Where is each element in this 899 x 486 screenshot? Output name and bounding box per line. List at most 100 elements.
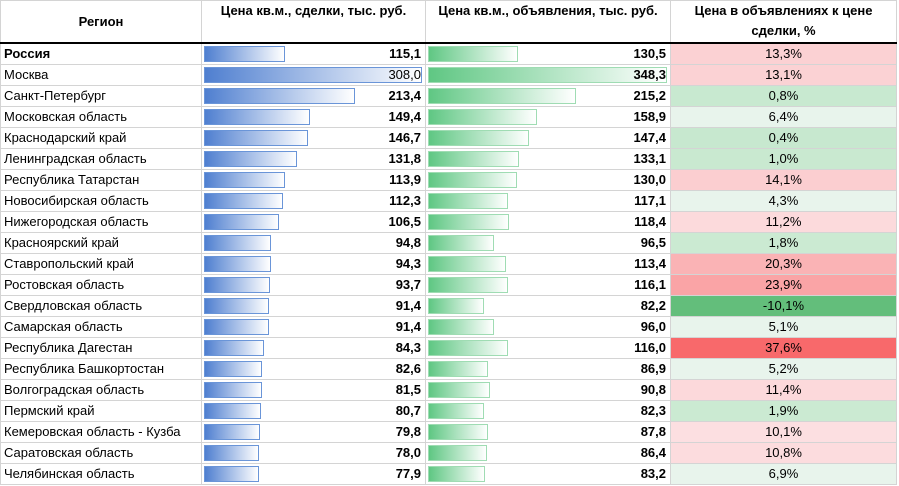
deal-price-bar [204, 256, 271, 272]
ad-price-bar [428, 235, 494, 251]
ad-price-cell: 130,5 [425, 42, 671, 65]
ad-price-cell: 116,1 [425, 274, 671, 296]
deal-price-value: 131,8 [388, 151, 421, 166]
ad-price-bar [428, 214, 509, 230]
table-row: Ленинградская область 131,8 133,1 1,0% [0, 148, 897, 170]
region-name: Москва [0, 64, 202, 86]
ad-price-bar [428, 130, 529, 146]
ad-price-cell: 96,0 [425, 316, 671, 338]
deal-price-value: 79,8 [395, 424, 421, 439]
deal-price-bar [204, 109, 310, 125]
ratio-value: 1,9% [670, 400, 897, 422]
table-row: Свердловская область 91,4 82,2 -10,1% [0, 295, 897, 317]
table-row: Республика Дагестан 84,3 116,0 37,6% [0, 337, 897, 359]
ad-price-cell: 87,8 [425, 421, 671, 443]
region-name: Россия [0, 42, 202, 65]
deal-price-value: 77,9 [395, 466, 421, 481]
table-row: Московская область 149,4 158,9 6,4% [0, 106, 897, 128]
deal-price-value: 80,7 [395, 403, 421, 418]
ad-price-cell: 90,8 [425, 379, 671, 401]
ad-price-value: 82,3 [640, 403, 666, 418]
deal-price-cell: 106,5 [201, 211, 426, 233]
deal-price-value: 91,4 [395, 298, 421, 313]
ad-price-bar [428, 256, 506, 272]
deal-price-value: 113,9 [389, 172, 421, 187]
ad-price-value: 86,9 [640, 361, 666, 376]
ad-price-value: 113,4 [634, 256, 666, 271]
ad-price-value: 96,5 [640, 235, 666, 250]
deal-price-value: 81,5 [395, 382, 421, 397]
ratio-value: 10,1% [670, 421, 897, 443]
region-name: Свердловская область [0, 295, 202, 317]
deal-price-cell: 91,4 [201, 295, 426, 317]
region-name: Республика Дагестан [0, 337, 202, 359]
ad-price-cell: 86,4 [425, 442, 671, 464]
ad-price-bar [428, 193, 508, 209]
ratio-value: 20,3% [670, 253, 897, 275]
deal-price-cell: 213,4 [201, 85, 426, 107]
ad-price-bar [428, 277, 508, 293]
region-name: Красноярский край [0, 232, 202, 254]
ad-price-bar [428, 466, 485, 482]
deal-price-cell: 149,4 [201, 106, 426, 128]
deal-price-cell: 93,7 [201, 274, 426, 296]
ad-price-value: 158,9 [633, 109, 666, 124]
ad-price-bar [428, 424, 488, 440]
ad-price-value: 147,4 [633, 130, 666, 145]
deal-price-bar [204, 151, 297, 167]
ad-price-value: 117,1 [634, 193, 666, 208]
header-row: Регион Цена кв.м., сделки, тыс. руб. Цен… [0, 0, 897, 44]
ad-price-value: 116,0 [634, 340, 666, 355]
region-name: Краснодарский край [0, 127, 202, 149]
table-row: Ростовская область 93,7 116,1 23,9% [0, 274, 897, 296]
deal-price-bar [204, 46, 285, 62]
deal-price-cell: 80,7 [201, 400, 426, 422]
deal-price-cell: 78,0 [201, 442, 426, 464]
ratio-value: 5,2% [670, 358, 897, 380]
table-row: Санкт-Петербург 213,4 215,2 0,8% [0, 85, 897, 107]
table-row: Самарская область 91,4 96,0 5,1% [0, 316, 897, 338]
deal-price-value: 213,4 [388, 88, 421, 103]
deal-price-value: 93,7 [395, 277, 421, 292]
ratio-value: 6,9% [670, 463, 897, 485]
table-row: Кемеровская область - Кузба 79,8 87,8 10,1% [0, 421, 897, 443]
ad-price-cell: 118,4 [425, 211, 671, 233]
ad-price-value: 130,5 [633, 46, 666, 61]
region-name: Ростовская область [0, 274, 202, 296]
region-name: Пермский край [0, 400, 202, 422]
region-name: Ставропольский край [0, 253, 202, 275]
deal-price-bar [204, 361, 262, 377]
deal-price-bar [204, 319, 269, 335]
deal-price-cell: 112,3 [201, 190, 426, 212]
table-row: Волгоградская область 81,5 90,8 11,4% [0, 379, 897, 401]
ratio-value: -10,1% [670, 295, 897, 317]
region-name: Республика Татарстан [0, 169, 202, 191]
ad-price-bar [428, 382, 490, 398]
ad-price-bar [428, 172, 517, 188]
ratio-value: 0,4% [670, 127, 897, 149]
ratio-value: 11,4% [670, 379, 897, 401]
deal-price-value: 106,5 [388, 214, 421, 229]
ratio-value: 1,8% [670, 232, 897, 254]
ad-price-cell: 158,9 [425, 106, 671, 128]
ad-price-cell: 117,1 [425, 190, 671, 212]
deal-price-bar [204, 382, 262, 398]
header-region: Регион [0, 0, 202, 44]
ad-price-cell: 133,1 [425, 148, 671, 170]
deal-price-bar [204, 445, 259, 461]
ad-price-cell: 86,9 [425, 358, 671, 380]
ad-price-bar [428, 319, 494, 335]
ratio-value: 23,9% [670, 274, 897, 296]
table-row: Россия 115,1 130,5 13,3% [0, 42, 897, 65]
ad-price-value: 90,8 [640, 382, 666, 397]
ad-price-bar [428, 46, 518, 62]
region-name: Новосибирская область [0, 190, 202, 212]
ratio-value: 13,3% [670, 42, 897, 65]
deal-price-value: 146,7 [388, 130, 421, 145]
ad-price-value: 118,4 [634, 214, 666, 229]
ad-price-value: 96,0 [640, 319, 666, 334]
ad-price-value: 215,2 [633, 88, 666, 103]
ad-price-value: 86,4 [640, 445, 666, 460]
deal-price-value: 94,3 [395, 256, 421, 271]
deal-price-bar [204, 235, 271, 251]
